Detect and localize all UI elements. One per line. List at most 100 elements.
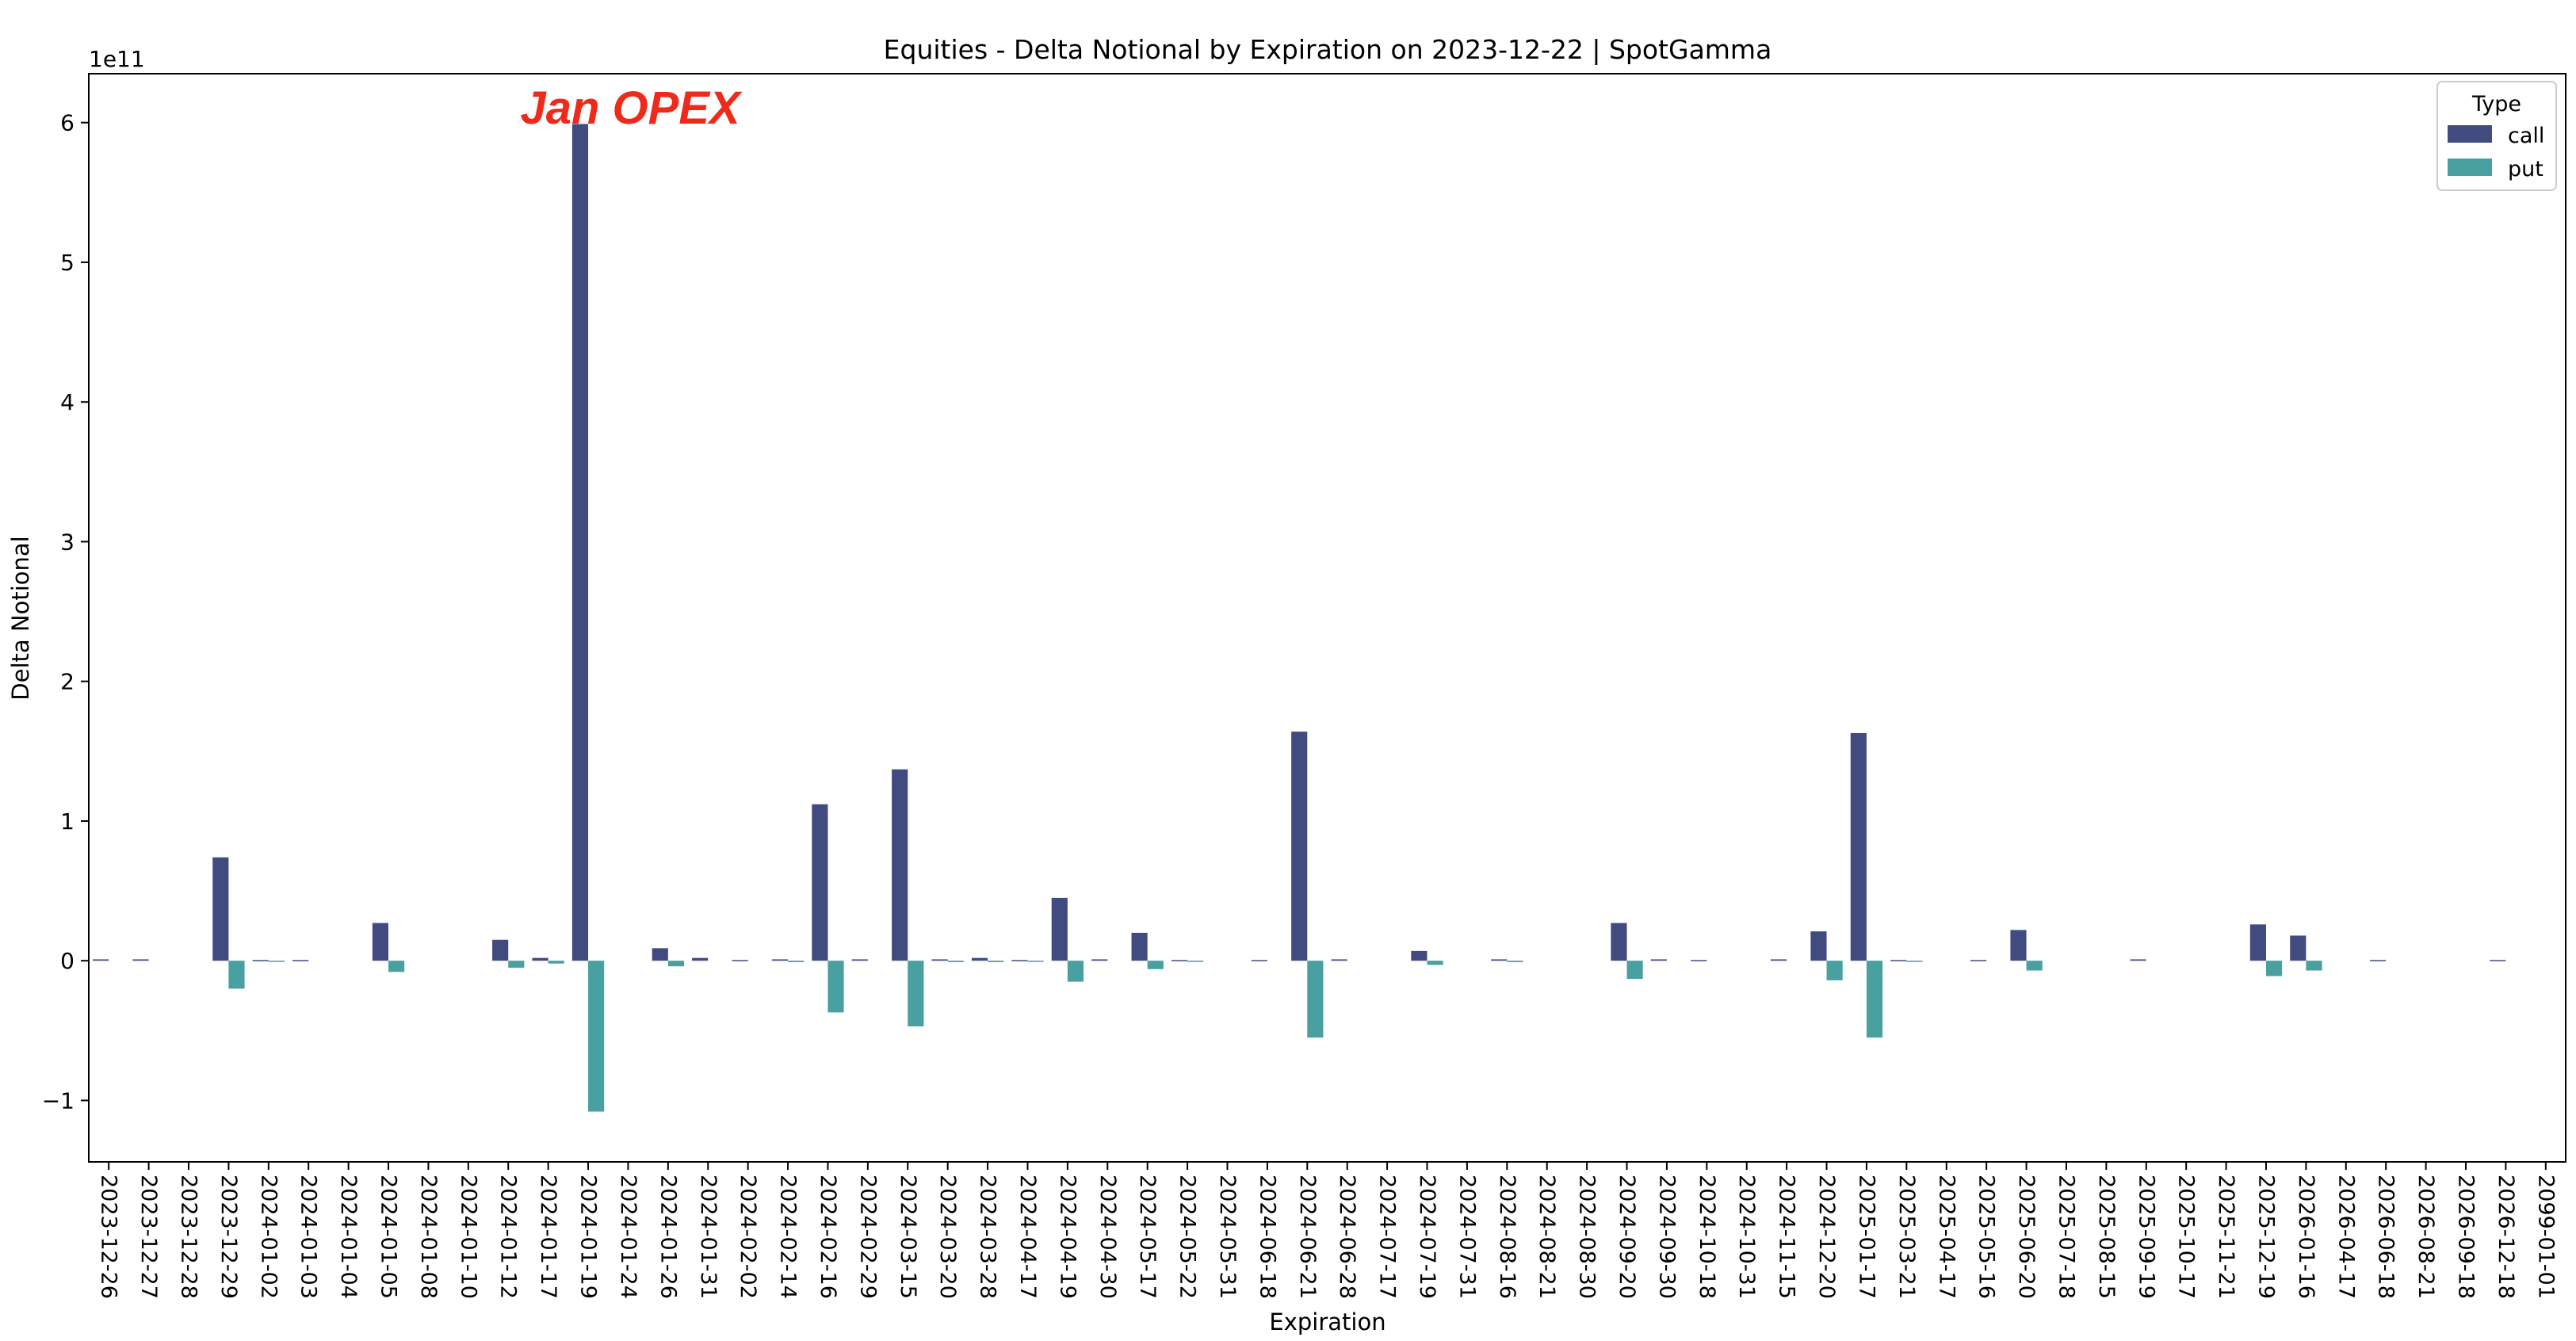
x-tick-label: 2024-04-19 (1055, 1175, 1080, 1299)
y-tick-label: −1 (42, 1087, 75, 1114)
y-tick-label: 3 (60, 529, 75, 555)
x-tick-label: 2024-01-26 (655, 1175, 680, 1299)
bar-call-2024-01-26 (652, 948, 668, 961)
x-tick-label: 2024-02-16 (816, 1175, 840, 1299)
bar-call-2024-12-20 (1810, 931, 1827, 961)
bar-put-2024-01-05 (388, 961, 405, 972)
bar-call-2024-06-28 (1331, 959, 1347, 961)
jan-opex-annotation: Jan OPEX (520, 82, 743, 134)
bar-call-2024-03-28 (971, 957, 988, 961)
legend-swatch-call (2448, 125, 2492, 143)
legend-title: Type (2471, 92, 2521, 117)
bar-call-2024-04-19 (1051, 897, 1068, 961)
x-tick-label: 2024-07-31 (1454, 1175, 1479, 1299)
x-tick-label: 2024-01-05 (376, 1175, 401, 1299)
x-axis-label: Expiration (1269, 1309, 1385, 1335)
axis-ticks: −1 0 1 2 3 4 5 6 2023-12-26 2023-12-27 2023-12-28 2… (42, 110, 2559, 1299)
bar-put-2024-04-19 (1067, 961, 1084, 982)
legend-label-call: call (2508, 124, 2544, 148)
bar-call-2026-12-18 (2490, 960, 2506, 961)
bar-call-2024-03-20 (931, 959, 948, 961)
bar-call-2024-05-22 (1171, 960, 1188, 961)
legend-swatch-put (2448, 159, 2492, 176)
bar-call-2023-12-26 (93, 959, 109, 961)
bar-put-2023-12-29 (228, 961, 245, 989)
y-tick-label: 2 (60, 669, 75, 695)
bar-call-2024-08-16 (1491, 959, 1508, 961)
bar-put-2025-06-20 (2026, 961, 2043, 971)
bar-put-2024-09-20 (1626, 961, 1643, 980)
bar-call-2024-01-19 (571, 124, 589, 961)
x-tick-label: 2024-09-30 (1654, 1175, 1679, 1299)
bars (93, 124, 2506, 1112)
legend: Type call put (2436, 81, 2557, 191)
x-tick-label: 2024-03-28 (976, 1175, 1000, 1299)
bar-call-2024-07-19 (1411, 950, 1428, 961)
x-tick-label: 2024-08-16 (1495, 1175, 1519, 1299)
x-tick-label: 2024-01-02 (256, 1175, 281, 1299)
bar-put-2024-05-22 (1187, 961, 1204, 962)
bar-call-2026-06-18 (2370, 960, 2387, 961)
bar-call-2024-04-17 (1011, 960, 1028, 961)
x-tick-label: 2025-11-21 (2214, 1175, 2238, 1299)
x-tick-label: 2099-01-01 (2533, 1175, 2558, 1299)
x-tick-label: 2023-12-27 (136, 1175, 161, 1299)
bar-put-2024-08-16 (1507, 961, 1523, 962)
bar-call-2024-01-12 (492, 939, 509, 961)
bar-call-2024-11-15 (1770, 959, 1787, 961)
x-tick-label: 2024-01-10 (456, 1175, 480, 1299)
x-tick-label: 2024-07-19 (1415, 1175, 1439, 1299)
bar-put-2024-04-17 (1027, 961, 1044, 962)
x-tick-label: 2024-09-20 (1615, 1175, 1639, 1299)
bar-put-2024-02-14 (788, 961, 805, 962)
y-tick-label: 6 (60, 110, 75, 136)
bar-call-2024-09-30 (1650, 959, 1667, 961)
bar-put-2024-01-17 (548, 961, 564, 964)
bar-call-2024-02-14 (771, 959, 789, 961)
bar-call-2024-06-18 (1251, 960, 1267, 961)
x-tick-label: 2025-09-19 (2134, 1175, 2158, 1299)
bar-call-2024-06-21 (1291, 732, 1308, 961)
chart-title: Equities - Delta Notional by Expiration … (884, 34, 1772, 65)
x-tick-label: 2023-12-26 (97, 1175, 121, 1299)
bar-call-2024-05-17 (1131, 932, 1148, 961)
x-tick-label: 2024-06-28 (1335, 1175, 1359, 1299)
bar-call-2025-05-16 (1970, 960, 1987, 961)
x-tick-label: 2024-04-30 (1095, 1175, 1120, 1299)
bar-put-2024-01-26 (667, 961, 685, 967)
x-tick-label: 2025-12-19 (2253, 1175, 2278, 1299)
x-tick-label: 2026-04-17 (2333, 1175, 2358, 1299)
x-tick-label: 2024-08-21 (1535, 1175, 1559, 1299)
bar-put-2024-05-17 (1147, 961, 1164, 969)
y-axis-label: Delta Notional (7, 536, 34, 700)
bar-put-2024-06-21 (1307, 961, 1324, 1038)
x-tick-label: 2024-03-20 (935, 1175, 960, 1299)
bar-call-2024-01-03 (292, 960, 309, 961)
y-tick-label: 4 (60, 389, 75, 415)
bar-put-2025-03-21 (1906, 961, 1923, 962)
x-tick-label: 2024-05-31 (1215, 1175, 1240, 1299)
x-tick-label: 2024-06-21 (1295, 1175, 1320, 1299)
x-tick-label: 2025-04-17 (1934, 1175, 1959, 1299)
x-tick-label: 2025-10-17 (2174, 1175, 2199, 1299)
x-tick-label: 2024-05-22 (1175, 1175, 1200, 1299)
bar-call-2024-10-18 (1691, 960, 1707, 961)
bar-call-2026-01-16 (2290, 935, 2307, 961)
x-tick-label: 2025-06-20 (2014, 1175, 2039, 1299)
x-tick-label: 2024-06-18 (1255, 1175, 1279, 1299)
x-tick-label: 2025-07-18 (2054, 1175, 2078, 1299)
x-tick-label: 2026-12-18 (2494, 1175, 2518, 1299)
x-tick-label: 2024-01-31 (696, 1175, 720, 1299)
bar-put-2025-01-17 (1866, 961, 1883, 1038)
x-tick-label: 2024-11-15 (1775, 1175, 1799, 1299)
bar-put-2024-03-28 (988, 961, 1004, 962)
bar-put-2024-01-12 (508, 961, 525, 968)
x-tick-label: 2024-02-14 (776, 1175, 801, 1299)
bar-put-2024-01-02 (268, 961, 285, 962)
y-tick-label: 1 (60, 808, 75, 835)
x-tick-label: 2024-03-15 (896, 1175, 920, 1299)
x-tick-label: 2024-02-02 (736, 1175, 760, 1299)
bar-call-2024-01-31 (692, 957, 709, 961)
bar-call-2023-12-29 (212, 857, 229, 961)
x-tick-label: 2025-08-15 (2094, 1175, 2119, 1299)
